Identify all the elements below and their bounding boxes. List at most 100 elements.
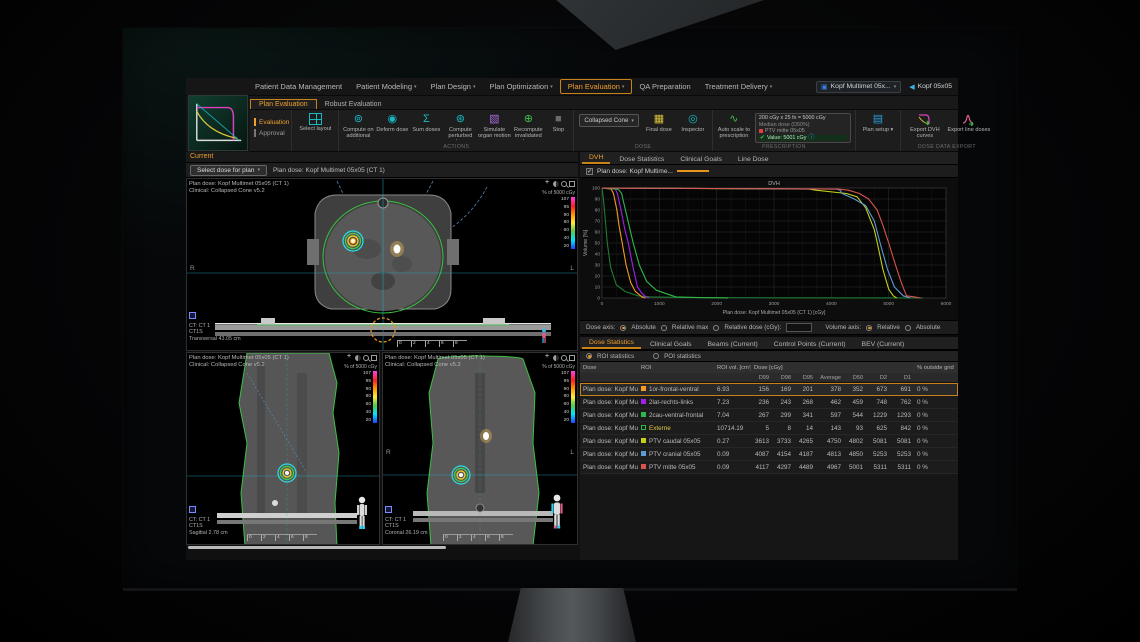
scale-tick: 40 xyxy=(563,410,569,416)
pan-icon[interactable] xyxy=(545,353,551,361)
select-dose-dropdown[interactable]: Select dose for plan ▾ xyxy=(190,164,267,176)
mode-approval[interactable]: Approval xyxy=(254,129,285,137)
tab-clinical-goals[interactable]: Clinical Goals xyxy=(680,156,722,163)
pan-icon[interactable] xyxy=(545,179,551,187)
menu-tab-treatment-delivery[interactable]: Treatment Delivery ▾ xyxy=(704,82,773,91)
select-layout-button[interactable]: Select layout xyxy=(294,112,336,139)
table-row[interactable]: Plan dose: Kopf Multi...2cau-ventral-fro… xyxy=(580,409,958,422)
slice-info: CT: CT 1 CT1S Transversal 43.05 cm xyxy=(189,312,241,342)
deform-dose-button[interactable]: ◉ Deform dose xyxy=(376,113,409,133)
radio-relative-dose[interactable] xyxy=(713,324,720,331)
cube-3d-icon xyxy=(189,312,196,319)
tab-robust-evaluation[interactable]: Robust Evaluation xyxy=(324,101,382,108)
export-line-doses-button[interactable]: Export line doses xyxy=(947,112,991,140)
radio-dose-absolute[interactable] xyxy=(620,324,627,331)
window-level-icon[interactable] xyxy=(553,181,559,187)
legend-checkbox[interactable]: ✓ xyxy=(586,167,593,175)
simulate-organ-motion-button[interactable]: ▧ Simulate organ motion xyxy=(478,113,511,139)
menu-tab-qa-preparation[interactable]: QA Preparation xyxy=(639,82,691,91)
tab-current[interactable]: Current xyxy=(186,152,578,163)
x-axis-label: Plan dose: Kopf Multimet 05x05 (CT 1) [c… xyxy=(723,310,826,316)
expand-icon[interactable] xyxy=(371,355,377,361)
cell: 267 xyxy=(758,411,769,419)
algorithm-dropdown[interactable]: Collapsed Cone ▾ xyxy=(579,114,639,127)
menu-tab-plan-optimization[interactable]: Plan Optimization ▾ xyxy=(489,82,553,91)
expand-icon[interactable] xyxy=(569,355,575,361)
roi-color-swatch xyxy=(641,411,646,417)
menu-tabs: Patient Data Management Patient Modeling ▾… xyxy=(248,79,779,94)
chevron-down-icon: ▾ xyxy=(472,83,476,90)
radio-volume-absolute[interactable] xyxy=(904,324,911,331)
window-level-icon[interactable] xyxy=(355,355,361,361)
tab-bev-current[interactable]: BEV (Current) xyxy=(861,341,905,348)
scale-tick: 60 xyxy=(365,402,371,408)
plan-setup-button[interactable]: ▤ Plan setup ▾ xyxy=(862,113,894,133)
tab-plan-evaluation[interactable]: Plan Evaluation xyxy=(250,99,317,109)
cell: 544 xyxy=(852,411,863,419)
organ-motion-icon: ▧ xyxy=(489,113,500,125)
cell: 0 % xyxy=(917,437,928,445)
radio-roi-statistics[interactable] xyxy=(586,353,592,359)
mode-evaluation[interactable]: Evaluation xyxy=(254,118,289,126)
viewport-coronal[interactable]: Plan dose: Kopf Multimet 05x05 (CT 1) Cl… xyxy=(382,352,578,545)
table-row[interactable]: Plan dose: Kopf Multi...PTV caudal 05x05… xyxy=(580,435,958,448)
menu-tab-patient-data-management[interactable]: Patient Data Management xyxy=(255,82,343,91)
radio-volume-relative[interactable] xyxy=(866,324,873,331)
table-row[interactable]: Plan dose: Kopf Multi...PTV mitte 05x050… xyxy=(580,461,958,474)
table-row[interactable]: Plan dose: Kopf Multi...PTV cranial 05x0… xyxy=(580,448,958,461)
plan-selector-dropdown[interactable]: ▣ Kopf Multimet 05x... ▾ xyxy=(816,80,902,93)
roi-cell: PTV cranial 05x05 xyxy=(638,450,714,458)
dvh-curve-ptv-mitte-05x05 xyxy=(601,187,921,299)
export-dvh-curves-button[interactable]: Export DVH curves xyxy=(903,112,947,140)
beam-set-indicator[interactable]: ◀ Kopf 05x05 xyxy=(909,83,952,91)
dose-data-export-group: Export DVH curves Export line doses DOSE… xyxy=(901,110,993,151)
zoom-icon[interactable] xyxy=(561,355,567,361)
tab-beams-current[interactable]: Beams (Current) xyxy=(707,341,758,348)
relative-dose-input[interactable] xyxy=(786,323,813,332)
tab-dvh[interactable]: DVH xyxy=(582,153,611,164)
radio-poi-statistics[interactable] xyxy=(653,353,660,359)
menu-tab-patient-modeling[interactable]: Patient Modeling ▾ xyxy=(356,82,417,91)
tab-clinical-goals-2[interactable]: Clinical Goals xyxy=(649,341,692,348)
compute-perturbed-dose-button[interactable]: ⊛Compute perturbed dose xyxy=(448,113,473,140)
cell: 156 xyxy=(758,385,769,393)
tab-dose-statistics-2[interactable]: Dose Statistics xyxy=(582,338,641,349)
menu-tab-plan-evaluation[interactable]: Plan Evaluation ▾ xyxy=(559,79,633,94)
horizontal-scrollbar[interactable] xyxy=(188,546,446,549)
menu-tab-plan-design[interactable]: Plan Design ▾ xyxy=(430,82,476,91)
cell: 243 xyxy=(780,398,791,406)
final-dose-button[interactable]: ▦ Final dose xyxy=(646,113,672,133)
cell: 201 xyxy=(802,385,813,393)
color-bar xyxy=(571,197,575,249)
legend-label: Plan dose: Kopf Multime... xyxy=(597,167,673,175)
viewport-axial[interactable]: Plan dose: Kopf Multimet 05x05 (CT 1) Cl… xyxy=(186,178,578,351)
tab-control-points-current[interactable]: Control Points (Current) xyxy=(773,341,846,348)
window-level-icon[interactable] xyxy=(553,355,559,361)
orientation-marker-left: R xyxy=(190,265,195,272)
radio-relative-max[interactable] xyxy=(660,324,667,331)
cell: 0 % xyxy=(917,398,928,406)
cell: 10714.19 xyxy=(717,424,744,432)
recompute-invalidated-button[interactable]: ⊕Recompute invalidated doses xyxy=(514,113,543,140)
tab-line-dose[interactable]: Line Dose xyxy=(737,156,769,163)
expand-icon[interactable] xyxy=(569,181,575,187)
auto-scale-button[interactable]: ∿ Auto scale to prescription xyxy=(717,113,751,139)
dvh-chart[interactable]: 0 1000 2000 3000 4000 5000 6000 0 10 20 30 40 50 60 70… xyxy=(580,178,958,320)
scale-tick: 20 xyxy=(563,417,569,423)
info-icon: ⓘ xyxy=(808,134,815,141)
stop-button[interactable]: ■ Stop xyxy=(552,113,565,133)
table-row[interactable]: Plan dose: Kopf Multi...1or-frontal-vent… xyxy=(580,383,958,396)
inspector-button[interactable]: ◎ Inspector xyxy=(681,113,705,133)
table-row[interactable]: Plan dose: Kopf Multi...2lat-rechts-link… xyxy=(580,396,958,409)
plan-thumbnail[interactable] xyxy=(188,95,248,151)
zoom-icon[interactable] xyxy=(561,181,567,187)
compute-additional-sets-button[interactable]: ⊚Compute on additional sets xyxy=(343,113,374,140)
sum-doses-button[interactable]: Σ Sum doses xyxy=(412,113,441,133)
slice-info: CT: CT 1 CT1S Sagittal 2.78 cm xyxy=(189,506,228,536)
viewport-sagittal[interactable]: Plan dose: Kopf Multimet 05x05 (CT 1) Cl… xyxy=(186,352,380,545)
tab-dose-statistics[interactable]: Dose Statistics xyxy=(619,156,665,163)
zoom-icon[interactable] xyxy=(363,355,369,361)
pan-icon[interactable] xyxy=(347,353,353,361)
mode-bar xyxy=(254,118,256,126)
